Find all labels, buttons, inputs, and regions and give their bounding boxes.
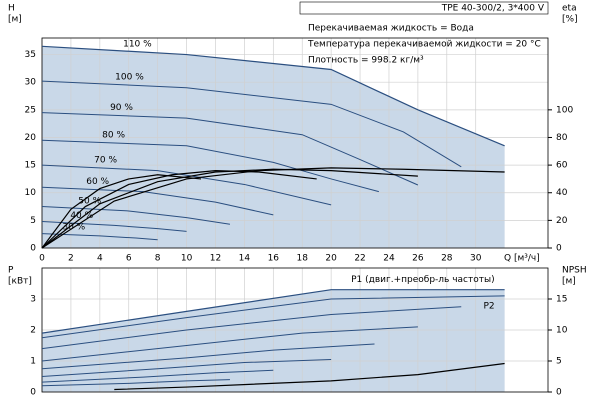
- secondary-curve: [41, 168, 418, 249]
- y-axis-label: P: [8, 266, 14, 276]
- curve: [41, 369, 274, 383]
- y-tick-label: 0: [30, 244, 36, 254]
- x-tick-label: 6: [126, 254, 132, 264]
- y2-tick-label: 10: [556, 326, 568, 336]
- x-tick-label: 8: [155, 254, 161, 264]
- curve: [41, 379, 230, 387]
- x-tick-label: 24: [383, 254, 395, 264]
- y-tick-label: 10: [25, 188, 37, 198]
- curve: [41, 343, 375, 370]
- curve: [41, 112, 419, 186]
- y2-tick-label: 0: [556, 388, 562, 398]
- note: Температура перекачиваемой жидкости = 20…: [307, 40, 541, 50]
- y2-axis-label: NPSH: [562, 266, 587, 276]
- curve-label: 90 %: [110, 103, 133, 113]
- x-tick-label: 14: [239, 254, 251, 264]
- curve: [41, 80, 462, 168]
- y2-tick-label: 5: [556, 357, 562, 367]
- curve-label: 100 %: [115, 73, 144, 83]
- secondary-curve: [41, 170, 317, 249]
- x-tick-label: 26: [412, 254, 424, 264]
- y-tick-label: 15: [25, 161, 36, 171]
- x-axis-label: Q [м³/ч]: [504, 254, 540, 264]
- curve-label: 80 %: [102, 130, 125, 140]
- secondary-curve: [41, 167, 505, 249]
- curve: [41, 289, 505, 334]
- x-tick-label: 0: [39, 254, 45, 264]
- x-tick-label: 10: [181, 254, 193, 264]
- y2-tick-label: 15: [556, 295, 567, 305]
- x-tick-label: 28: [441, 254, 453, 264]
- x-tick-label: 4: [97, 254, 103, 264]
- curve: [41, 326, 418, 362]
- plot-frame: [41, 37, 549, 249]
- y-tick-label: 0: [30, 388, 36, 398]
- note: TPE 40-300/2, 3*400 V: [441, 4, 545, 14]
- y-axis-unit: [кВт]: [8, 277, 32, 287]
- y2-axis-unit: [м]: [562, 277, 576, 287]
- curve-label: P2: [483, 301, 494, 311]
- y2-tick-label: 100: [556, 105, 573, 115]
- x-tick-label: 12: [210, 254, 221, 264]
- curve: [41, 306, 462, 350]
- x-tick-label: 20: [325, 254, 337, 264]
- curve-label: 110 %: [123, 39, 152, 49]
- curve: [41, 45, 505, 147]
- y-tick-label: 3: [30, 295, 36, 305]
- y2-axis-unit: [%]: [562, 15, 578, 25]
- y-tick-label: 35: [25, 50, 36, 60]
- curve: [41, 186, 274, 216]
- secondary-curve: [41, 174, 202, 249]
- plot-frame: [41, 267, 549, 393]
- y-tick-label: 30: [25, 78, 37, 88]
- y-axis-unit: [м]: [8, 15, 22, 25]
- curve: [41, 139, 379, 193]
- y2-tick-label: 40: [556, 188, 568, 198]
- y2-tick-label: 60: [556, 161, 568, 171]
- y2-axis-label: eta: [562, 4, 577, 14]
- curve-label: 70 %: [94, 156, 117, 166]
- x-tick-label: 16: [268, 254, 280, 264]
- notes-box: [299, 1, 549, 15]
- secondary-curve: [114, 362, 505, 391]
- note: Перекачиваемая жидкость = Вода: [308, 24, 474, 34]
- curve: [41, 295, 505, 339]
- y2-tick-label: 20: [556, 216, 568, 226]
- y-tick-label: 1: [30, 357, 36, 367]
- curve: [41, 233, 158, 241]
- x-tick-label: 18: [297, 254, 309, 264]
- note: Плотность = 998.2 кг/м³: [308, 56, 424, 66]
- x-tick-label: 2: [68, 254, 74, 264]
- y-axis-label: H: [8, 4, 15, 14]
- x-tick-label: 30: [470, 254, 482, 264]
- curve: [41, 206, 231, 225]
- curve-label: 50 %: [78, 196, 101, 206]
- x-tick-label: 22: [354, 254, 365, 264]
- y-tick-label: 20: [25, 133, 37, 143]
- curve-label: P1 (двиг.+преобр-ль частоты): [351, 275, 495, 285]
- curve-label: 60 %: [86, 177, 109, 187]
- curve: [41, 358, 332, 377]
- curve: [41, 220, 187, 232]
- y-tick-label: 5: [30, 216, 36, 226]
- y2-tick-label: 80: [556, 133, 568, 143]
- y-tick-label: 25: [25, 105, 36, 115]
- y-tick-label: 2: [30, 326, 36, 336]
- y2-tick-label: 0: [556, 244, 562, 254]
- curve-label: 40 %: [70, 211, 93, 221]
